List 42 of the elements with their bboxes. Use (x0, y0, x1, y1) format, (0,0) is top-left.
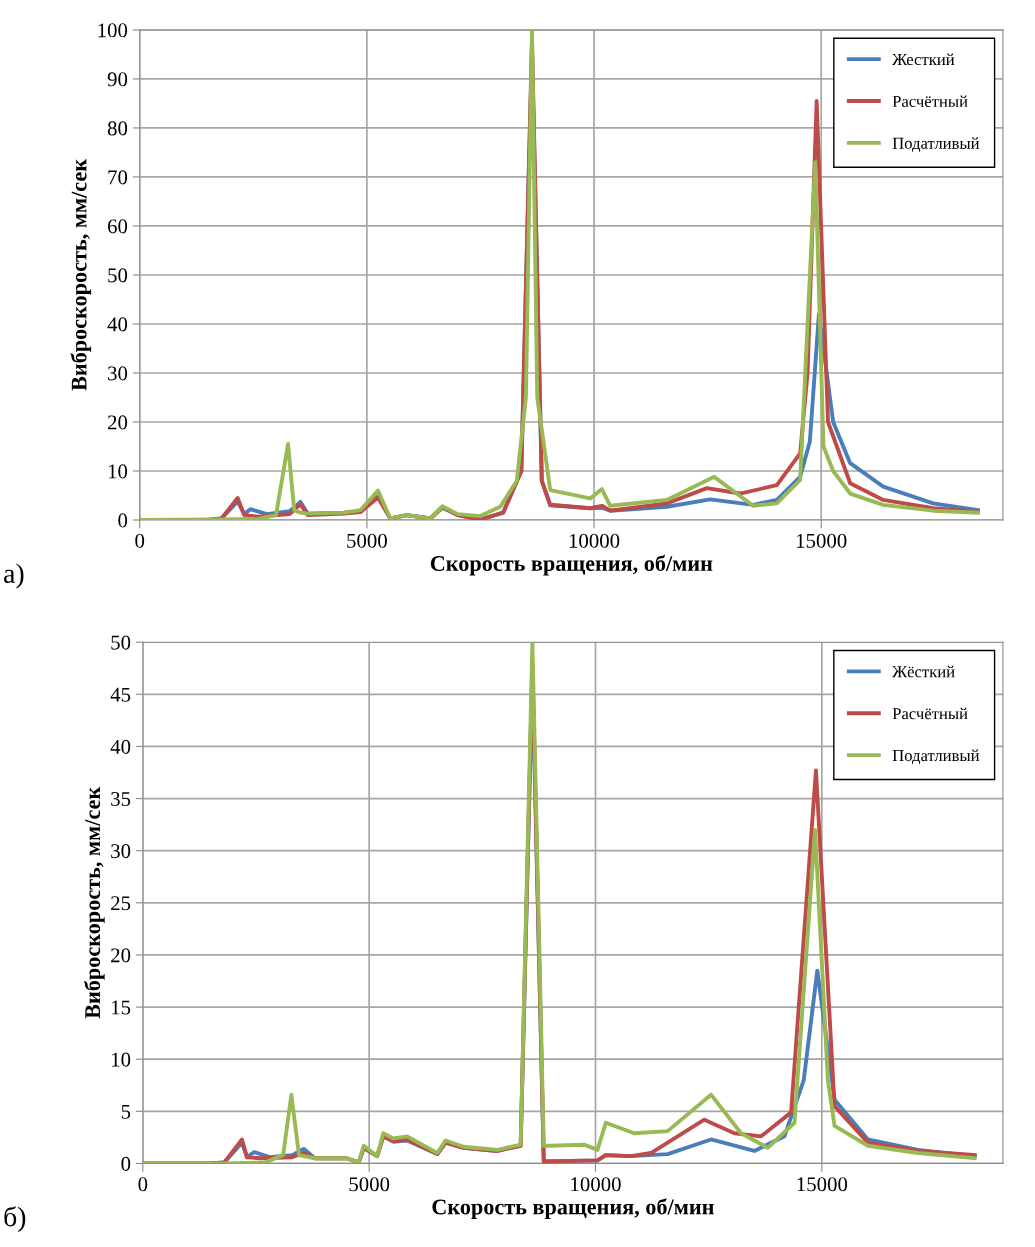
y-tick-label: 50 (108, 268, 128, 283)
legend-label: Расчётный (892, 707, 968, 720)
y-tick-label: 90 (107, 72, 128, 87)
x-tick-label: 0 (138, 1177, 148, 1192)
x-tick-label: 10000 (569, 533, 620, 548)
y-tick-label: 40 (107, 317, 128, 332)
y-tick-label: 5 (121, 1104, 131, 1119)
legend-label: Жёсткий (892, 665, 955, 678)
y-tick-label: 35 (111, 792, 131, 807)
y-tick-label: 0 (118, 513, 128, 528)
y-tick-label: 30 (111, 844, 131, 859)
y-tick-label: 0 (121, 1156, 131, 1171)
y-tick-label: 40 (110, 739, 131, 754)
x-axis-title: Скорость вращения, об/мин (432, 1198, 714, 1219)
legend-label: Жесткий (892, 53, 955, 66)
y-tick-label: 25 (111, 896, 131, 911)
x-tick-label: 15000 (797, 1177, 848, 1192)
y-tick-label: 10 (108, 464, 128, 479)
x-tick-label: 15000 (796, 533, 847, 548)
y-tick-label: 60 (107, 219, 128, 234)
legend-label: Податливый (892, 749, 980, 765)
y-axis-title: Виброскорость, мм/сек (84, 786, 105, 1019)
x-tick-label: 10000 (571, 1177, 621, 1192)
y-tick-label: 45 (110, 687, 131, 702)
legend-label: Расчётный (892, 95, 968, 107)
y-tick-label: 20 (108, 415, 128, 430)
x-tick-label: 5000 (349, 1177, 390, 1192)
text: а) (4, 563, 24, 589)
y-tick-label: 30 (108, 366, 128, 381)
text: б) (4, 1206, 26, 1233)
y-tick-label: 70 (108, 170, 128, 185)
x-axis-title: Скорость вращения, об/мин (430, 554, 713, 576)
y-axis-title: Виброскорость, мм/сек (70, 158, 92, 391)
x-tick-label: 5000 (347, 533, 387, 548)
y-tick-label: 100 (98, 23, 128, 38)
y-tick-label: 10 (112, 1052, 131, 1067)
y-tick-label: 80 (107, 121, 128, 136)
y-tick-label: 50 (111, 635, 131, 650)
x-tick-label: 0 (135, 533, 145, 548)
legend-label: Податливый (892, 137, 980, 152)
y-tick-label: 15 (112, 1000, 131, 1015)
y-tick-label: 20 (111, 948, 131, 963)
